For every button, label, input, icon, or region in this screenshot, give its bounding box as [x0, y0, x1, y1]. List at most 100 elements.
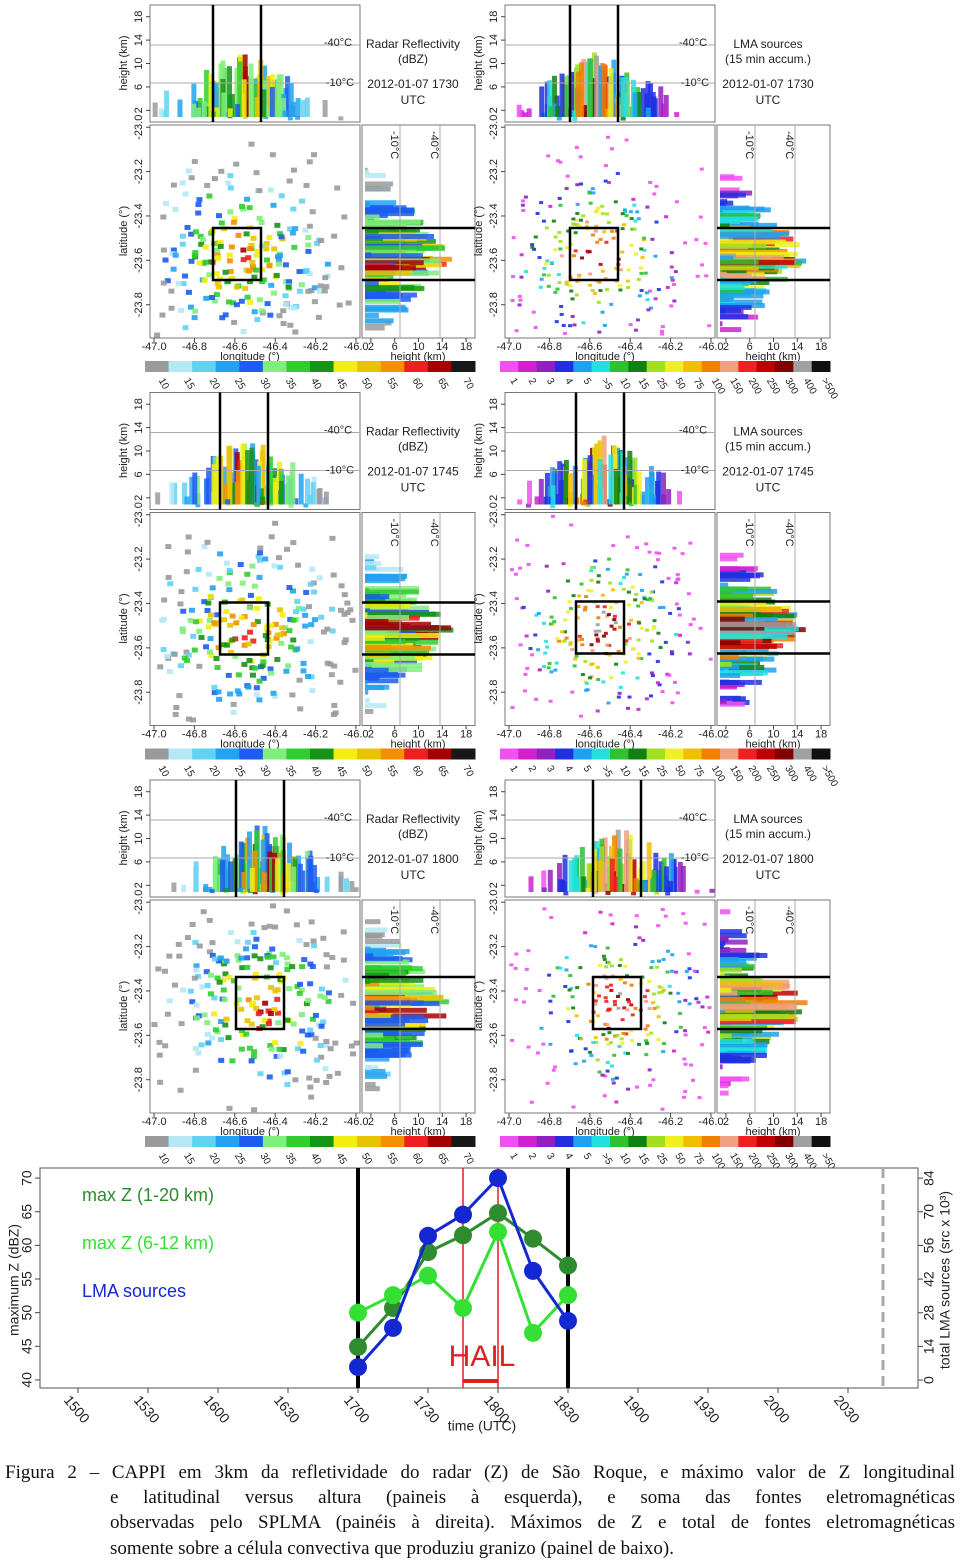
cross-section-cell — [365, 955, 403, 961]
cross-section-cell — [720, 299, 763, 305]
map-cell — [521, 208, 526, 212]
cross-section-cell — [720, 314, 749, 320]
map-cell — [647, 652, 652, 656]
isotherm-label: -10°C — [681, 464, 709, 476]
cross-section-cell — [528, 876, 534, 892]
map-cell — [155, 966, 162, 972]
cross-section-cell — [642, 880, 648, 892]
map-cell — [202, 244, 209, 250]
map-cell — [275, 257, 282, 263]
map-cell — [510, 1038, 515, 1042]
map-cell — [154, 332, 161, 338]
map-cell — [308, 674, 315, 680]
x-tick-label: -46.6 — [222, 728, 247, 740]
map-cell — [666, 949, 671, 953]
map-cell — [324, 626, 331, 632]
map-cell — [656, 558, 661, 562]
map-cell — [595, 709, 600, 713]
map-cell — [546, 589, 551, 593]
map-cell — [554, 320, 559, 324]
map-cell — [170, 266, 177, 272]
map-cell — [197, 233, 204, 239]
map-cell — [266, 263, 273, 269]
map-cell — [247, 246, 254, 252]
panel-time: 2012-01-07 1745 — [367, 465, 459, 479]
map-cell — [182, 325, 189, 331]
map-cell — [568, 974, 573, 978]
colorbar-segment — [793, 361, 813, 372]
map-cell — [565, 246, 570, 250]
colorbar-segment — [145, 1136, 170, 1147]
cross-section-cell — [720, 221, 759, 227]
map-cell — [222, 312, 229, 318]
series-point — [454, 1298, 472, 1317]
cross-section-cell — [720, 661, 732, 667]
series-point — [489, 1169, 507, 1188]
map-cell — [240, 257, 247, 263]
map-cell — [268, 534, 275, 540]
map-cell — [638, 573, 643, 577]
y-tick-label: -23.6 — [133, 248, 145, 273]
map-cell — [297, 706, 304, 712]
map-cell — [655, 965, 660, 969]
y-tick-label: 18 — [488, 398, 500, 410]
map-cell — [651, 627, 656, 631]
map-cell — [240, 247, 247, 253]
map-cell — [305, 997, 312, 1003]
map-cell — [159, 312, 166, 318]
map-cell — [633, 219, 638, 223]
map-cell — [332, 1040, 339, 1046]
cross-section-cell — [562, 854, 568, 892]
cross-section-cell — [680, 865, 686, 892]
y-tick-label: -23.6 — [133, 635, 145, 660]
map-cell — [640, 255, 645, 259]
x-tick-label: -47.0 — [496, 728, 521, 740]
map-cell — [612, 1003, 617, 1007]
map-cell — [553, 668, 558, 672]
x-tick-label: -46.0 — [343, 341, 368, 353]
map-cell — [617, 625, 622, 629]
map-cell — [587, 250, 592, 254]
map-cell — [598, 262, 603, 266]
map-cell — [233, 161, 240, 167]
map-cell — [603, 164, 608, 168]
colorbar-label: 50 — [359, 764, 374, 780]
map-cell — [533, 633, 538, 637]
map-cell — [609, 676, 614, 680]
cross-section-cell — [628, 502, 634, 507]
cross-section-cell — [365, 312, 379, 318]
map-cell — [535, 211, 540, 215]
map-cell — [243, 1031, 250, 1037]
map-cell — [198, 241, 205, 247]
map-cell — [179, 180, 186, 186]
map-cell — [675, 691, 680, 695]
cross-section-cell — [720, 935, 729, 941]
map-cell — [166, 669, 173, 675]
map-cell — [267, 312, 274, 318]
map-cell — [571, 594, 576, 598]
map-cell — [184, 549, 191, 555]
map-cell — [289, 230, 296, 236]
map-cell — [255, 1011, 262, 1017]
map-cell — [223, 958, 230, 964]
axis-label: height (km) — [390, 351, 445, 363]
map-cell — [161, 597, 168, 603]
map-cell — [551, 1068, 556, 1072]
map-cell — [235, 997, 242, 1003]
map-cell — [566, 610, 571, 614]
map-cell — [187, 988, 194, 994]
cross-section-cell — [608, 454, 614, 505]
map-cell — [246, 279, 253, 285]
map-cell — [565, 174, 570, 178]
map-cell — [542, 907, 547, 911]
map-cell — [688, 623, 693, 627]
map-cell — [230, 219, 237, 225]
y-tick-label: 6 — [488, 859, 500, 865]
map-cell — [645, 1024, 650, 1028]
map-cell — [596, 994, 601, 998]
x-tick-label: 6 — [392, 341, 398, 353]
map-cell — [633, 925, 638, 929]
cell-box — [234, 975, 286, 1031]
colorbar-label: 10 — [617, 764, 632, 780]
cross-section-cell — [720, 984, 785, 990]
